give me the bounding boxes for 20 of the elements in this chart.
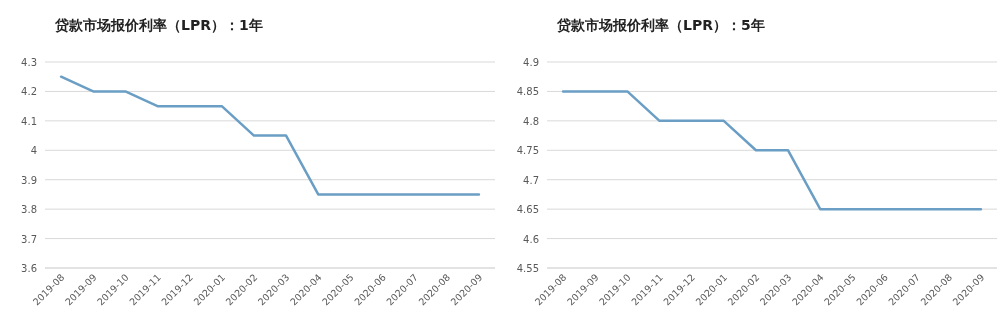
y-tick-label: 4.65	[516, 204, 539, 216]
line-series	[59, 75, 481, 196]
y-tick-label: 3.6	[21, 263, 37, 274]
y-tick-label: 4.2	[21, 86, 37, 98]
chart-title: 贷款市场报价利率（LPR）：5年	[556, 17, 765, 33]
y-tick-label: 3.8	[21, 204, 37, 216]
chart-title: 贷款市场报价利率（LPR）：1年	[54, 17, 263, 33]
y-tick-label: 4.3	[21, 57, 37, 68]
y-tick-label: 4.9	[523, 57, 539, 68]
y-tick-label: 4.55	[516, 263, 539, 274]
y-tick-label: 3.9	[21, 174, 37, 186]
y-tick-label: 4.1	[21, 115, 37, 127]
y-tick-label: 4.8	[523, 115, 539, 127]
y-tick-label: 4.6	[523, 233, 539, 245]
line-series	[561, 90, 983, 211]
y-tick-label: 4.85	[516, 86, 539, 98]
y-tick-label: 4.7	[523, 174, 539, 186]
y-tick-label: 3.7	[21, 233, 37, 245]
y-tick-label: 4	[30, 145, 37, 157]
y-tick-label: 4.75	[516, 145, 539, 157]
